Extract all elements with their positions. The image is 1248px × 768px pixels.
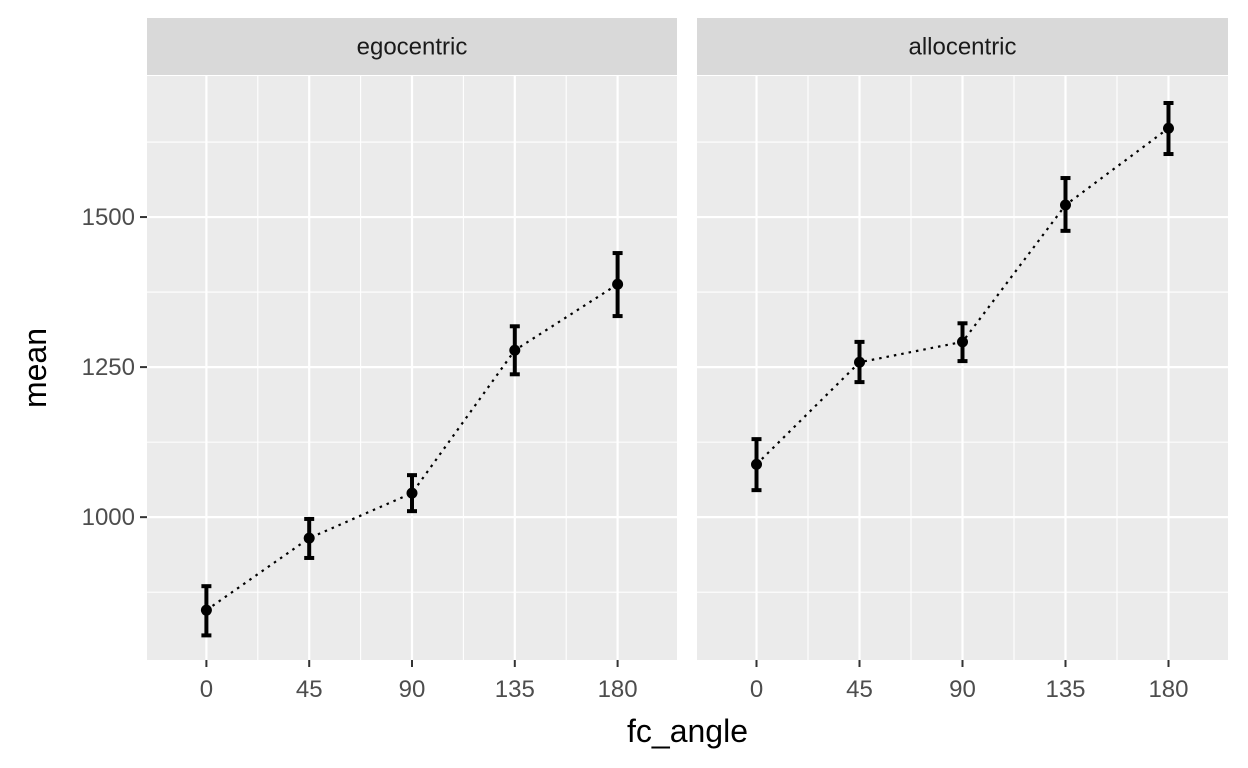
- data-point: [509, 344, 521, 356]
- y-axis-title: mean: [17, 328, 53, 408]
- y-tick-label: 1250: [82, 354, 135, 381]
- facet-strip-allocentric: [697, 18, 1228, 75]
- x-tick-label: 90: [399, 676, 426, 703]
- x-tick-label: 0: [750, 676, 763, 703]
- x-axis-title: fc_angle: [627, 713, 748, 749]
- facet-label-allocentric: allocentric: [908, 34, 1016, 61]
- data-point: [1162, 122, 1174, 134]
- data-point: [957, 336, 968, 348]
- facet-label-egocentric: egocentric: [357, 34, 468, 61]
- data-point: [854, 356, 866, 368]
- data-point: [200, 604, 212, 616]
- x-tick-label: 0: [200, 676, 213, 703]
- series-line-egocentric: [205, 283, 619, 612]
- data-point: [612, 278, 624, 290]
- data-point: [406, 487, 418, 499]
- x-tick-label: 135: [495, 676, 535, 703]
- x-tick-label: 180: [598, 676, 638, 703]
- y-tick-label: 1000: [82, 504, 135, 531]
- x-tick-label: 45: [296, 676, 323, 703]
- x-tick-label: 90: [949, 676, 976, 703]
- facet-strip-egocentric: [147, 18, 677, 75]
- x-tick-label: 135: [1045, 676, 1085, 703]
- data-point: [1059, 199, 1071, 211]
- x-tick-label: 180: [1148, 676, 1188, 703]
- data-point: [303, 532, 315, 544]
- data-point: [751, 458, 763, 470]
- y-tick-label: 1500: [82, 204, 135, 231]
- x-tick-label: 45: [846, 676, 873, 703]
